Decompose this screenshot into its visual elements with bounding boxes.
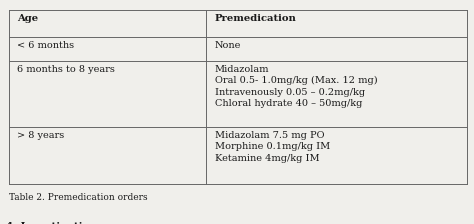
Text: Table 2. Premedication orders: Table 2. Premedication orders [9, 193, 147, 202]
Text: < 6 months: < 6 months [17, 41, 74, 50]
Text: None: None [215, 41, 241, 50]
Text: 4. Investigation: 4. Investigation [6, 222, 97, 224]
Text: Midazolam 7.5 mg PO
Morphine 0.1mg/kg IM
Ketamine 4mg/kg IM: Midazolam 7.5 mg PO Morphine 0.1mg/kg IM… [215, 131, 330, 163]
Text: Midazolam
Oral 0.5- 1.0mg/kg (Max. 12 mg)
Intravenously 0.05 – 0.2mg/kg
Chloral : Midazolam Oral 0.5- 1.0mg/kg (Max. 12 mg… [215, 65, 377, 108]
Text: Age: Age [17, 14, 38, 23]
Text: 6 months to 8 years: 6 months to 8 years [17, 65, 115, 74]
Text: Premedication: Premedication [215, 14, 297, 23]
Text: > 8 years: > 8 years [17, 131, 64, 140]
